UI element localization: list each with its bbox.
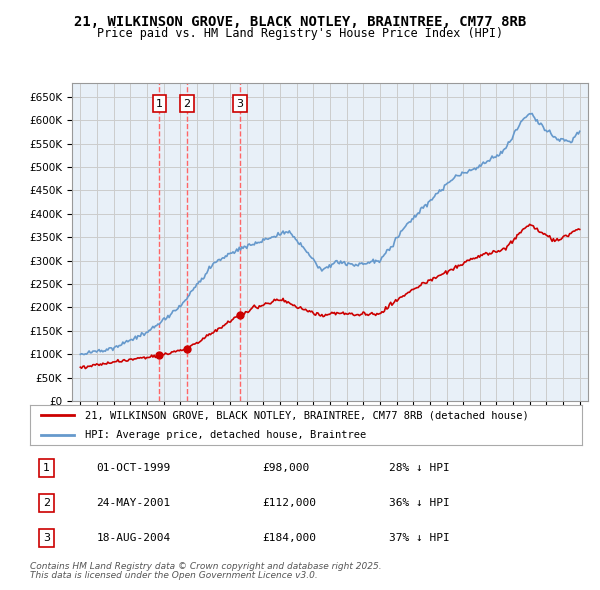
Text: 01-OCT-1999: 01-OCT-1999 <box>96 463 170 473</box>
Text: 28% ↓ HPI: 28% ↓ HPI <box>389 463 449 473</box>
Text: 18-AUG-2004: 18-AUG-2004 <box>96 533 170 543</box>
Text: 1: 1 <box>43 463 50 473</box>
Text: 37% ↓ HPI: 37% ↓ HPI <box>389 533 449 543</box>
Text: Price paid vs. HM Land Registry's House Price Index (HPI): Price paid vs. HM Land Registry's House … <box>97 27 503 40</box>
Text: 24-MAY-2001: 24-MAY-2001 <box>96 498 170 508</box>
Text: This data is licensed under the Open Government Licence v3.0.: This data is licensed under the Open Gov… <box>30 571 318 580</box>
Text: 1: 1 <box>156 99 163 109</box>
Text: £98,000: £98,000 <box>262 463 309 473</box>
Text: 3: 3 <box>43 533 50 543</box>
Text: 21, WILKINSON GROVE, BLACK NOTLEY, BRAINTREE, CM77 8RB (detached house): 21, WILKINSON GROVE, BLACK NOTLEY, BRAIN… <box>85 411 529 420</box>
Text: 36% ↓ HPI: 36% ↓ HPI <box>389 498 449 508</box>
Text: HPI: Average price, detached house, Braintree: HPI: Average price, detached house, Brai… <box>85 431 367 440</box>
Text: 21, WILKINSON GROVE, BLACK NOTLEY, BRAINTREE, CM77 8RB: 21, WILKINSON GROVE, BLACK NOTLEY, BRAIN… <box>74 15 526 29</box>
Text: 2: 2 <box>183 99 190 109</box>
Text: Contains HM Land Registry data © Crown copyright and database right 2025.: Contains HM Land Registry data © Crown c… <box>30 562 382 571</box>
Text: £112,000: £112,000 <box>262 498 316 508</box>
Text: £184,000: £184,000 <box>262 533 316 543</box>
Text: 2: 2 <box>43 498 50 508</box>
Text: 3: 3 <box>236 99 244 109</box>
